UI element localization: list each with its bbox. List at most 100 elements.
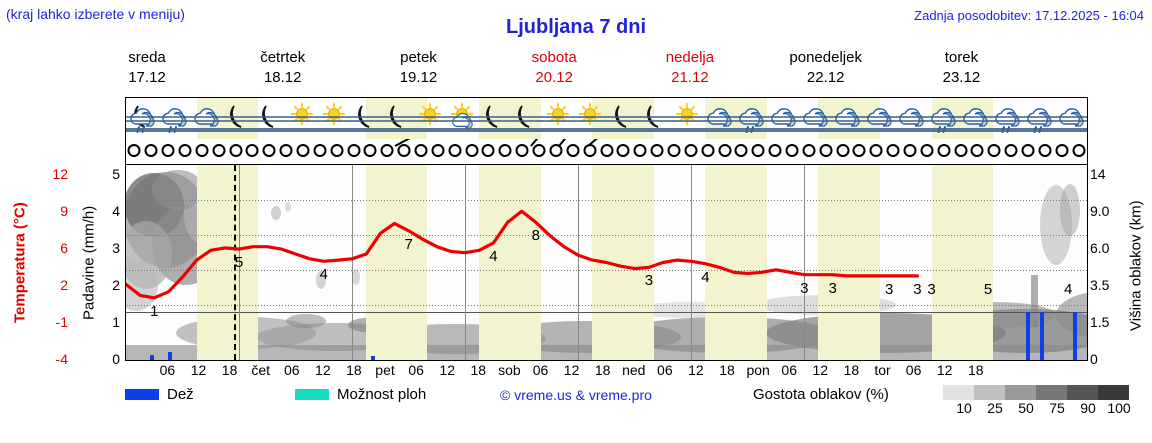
temperature-point-label: 3 bbox=[828, 279, 837, 297]
legend-item-showers: Možnost ploh bbox=[295, 386, 426, 403]
temperature-point-label: 7 bbox=[404, 235, 413, 253]
night-shading-band bbox=[366, 98, 428, 139]
axis-tick-label: 9.0 bbox=[1090, 203, 1110, 219]
wind-barb-calm-icon bbox=[229, 144, 243, 157]
wind-barb-calm-icon bbox=[330, 144, 344, 157]
wind-barb-calm-icon bbox=[684, 144, 698, 157]
wind-barb-calm-icon bbox=[718, 144, 732, 157]
chart-legend: Dež Možnost ploh © vreme.us & vreme.pro … bbox=[125, 385, 1145, 420]
copyright-link[interactable]: © vreme.us & vreme.pro bbox=[500, 387, 652, 403]
temperature-point-label: 3 bbox=[927, 280, 936, 298]
cloud-density-tick: 100 bbox=[1107, 400, 1131, 416]
day-column-torek: torek 23.12 bbox=[901, 48, 1021, 88]
wind-barb-calm-icon bbox=[515, 144, 529, 157]
wind-barb-calm-icon bbox=[886, 144, 900, 157]
wind-barb-calm-icon bbox=[667, 144, 681, 157]
wind-barb-calm-icon bbox=[414, 144, 428, 157]
wind-barb-calm-icon bbox=[819, 144, 833, 157]
night-shading-band bbox=[592, 98, 654, 139]
precipitation-bar bbox=[370, 356, 375, 360]
precipitation-axis-title: Padavine (mm/h) bbox=[80, 205, 98, 321]
time-tick-label: 12 bbox=[563, 362, 580, 378]
cloud-density-swatch bbox=[1036, 385, 1067, 400]
axis-tick-label: 14 bbox=[1090, 166, 1106, 182]
wind-barb-calm-icon bbox=[616, 144, 630, 157]
zero-reference-line bbox=[126, 312, 1087, 314]
cloud-density-swatch bbox=[974, 385, 1005, 400]
wind-barb-calm-icon bbox=[1004, 144, 1018, 157]
temperature-point-label: 5 bbox=[983, 280, 993, 298]
temperature-point-label: 5 bbox=[234, 254, 244, 272]
wind-barb-calm-icon bbox=[1021, 144, 1035, 157]
day-separator-line bbox=[239, 165, 241, 360]
night-shading-band bbox=[705, 165, 767, 360]
horizontal-gridline bbox=[126, 235, 1087, 237]
cloud-density-swatch bbox=[1098, 385, 1129, 400]
day-date: 21.12 bbox=[671, 69, 709, 86]
wind-barb-calm-icon bbox=[633, 144, 647, 157]
day-date: 22.12 bbox=[806, 69, 845, 86]
day-name: sreda bbox=[128, 49, 166, 66]
time-tick-label: pet bbox=[375, 362, 395, 378]
time-tick-label: 06 bbox=[159, 362, 176, 378]
wind-barb-calm-icon bbox=[363, 144, 377, 157]
wind-barb-calm-icon bbox=[178, 144, 192, 157]
axis-tick-label: 2 bbox=[112, 277, 120, 293]
time-tick-label: ned bbox=[622, 362, 646, 378]
precipitation-bar bbox=[1072, 311, 1077, 360]
cloud-density-tick: 10 bbox=[956, 400, 972, 416]
time-tick-label: tor bbox=[874, 362, 891, 378]
current-time-marker bbox=[234, 165, 237, 360]
wind-barb-calm-icon bbox=[161, 144, 175, 157]
time-tick-label: 06 bbox=[408, 362, 424, 378]
time-tick-label: 06 bbox=[657, 362, 673, 378]
axis-tick-label: 0 bbox=[112, 351, 120, 367]
wind-barb-calm-icon bbox=[1055, 144, 1069, 157]
cloud-density-tick: 90 bbox=[1080, 400, 1096, 416]
day-column-nedelja: nedelja 21.12 bbox=[630, 48, 750, 88]
temperature-point-label: 4 bbox=[489, 248, 498, 265]
wind-barb-calm-icon bbox=[262, 144, 276, 157]
location-menu-note[interactable]: (kraj lahko izberete v meniju) bbox=[6, 6, 185, 22]
axis-tick-label: 3 bbox=[112, 240, 120, 256]
axis-tick-label: -4 bbox=[55, 351, 68, 367]
day-date: 20.12 bbox=[535, 69, 573, 86]
wind-barb-calm-icon bbox=[313, 144, 327, 157]
wind-barb-calm-icon bbox=[549, 144, 563, 157]
wind-barb-calm-icon bbox=[279, 144, 293, 157]
page-title: Ljubljana 7 dni bbox=[505, 16, 646, 38]
day-column-četrtek: četrtek 18.12 bbox=[223, 48, 343, 88]
axis-tick-label: -1 bbox=[55, 314, 68, 330]
wind-speed-rule bbox=[126, 120, 1087, 122]
time-tick-label: 12 bbox=[936, 362, 953, 378]
wind-barb-calm-icon bbox=[431, 144, 445, 157]
day-column-ponedeljek: ponedeljek 22.12 bbox=[766, 48, 886, 88]
time-tick-label: pon bbox=[746, 362, 770, 378]
wind-barb-calm-icon bbox=[144, 144, 158, 157]
legend-label-showers: Možnost ploh bbox=[337, 386, 427, 403]
cloud-density-tick: 25 bbox=[987, 400, 1003, 416]
horizontal-gridline bbox=[126, 305, 1087, 307]
time-tick-label: 12 bbox=[190, 362, 207, 378]
wind-barb-calm-icon bbox=[734, 144, 748, 157]
wind-barb-calm-icon bbox=[937, 144, 951, 157]
temperature-point-label: 1 bbox=[150, 302, 159, 320]
time-tick-label: čet bbox=[251, 362, 270, 378]
cloud-density-swatch bbox=[1067, 385, 1098, 400]
day-separator-line bbox=[804, 165, 806, 360]
wind-barb-calm-icon bbox=[465, 144, 479, 157]
time-tick-label: sob bbox=[498, 362, 521, 378]
cloud-density-gradient bbox=[943, 385, 1129, 400]
temperature-point-label: 3 bbox=[884, 280, 894, 298]
wind-barb-calm-icon bbox=[987, 144, 1001, 157]
wind-barb-calm-icon bbox=[195, 144, 209, 157]
time-tick-label: 18 bbox=[967, 362, 984, 378]
legend-label-rain: Dež bbox=[167, 386, 194, 403]
wind-barb-calm-icon bbox=[532, 144, 546, 157]
wind-barb-calm-icon bbox=[498, 144, 512, 157]
temperature-point-label: 4 bbox=[319, 266, 329, 284]
axis-tick-label: 4 bbox=[112, 203, 120, 219]
time-tick-label: 06 bbox=[781, 362, 798, 378]
precipitation-bar bbox=[168, 351, 173, 360]
